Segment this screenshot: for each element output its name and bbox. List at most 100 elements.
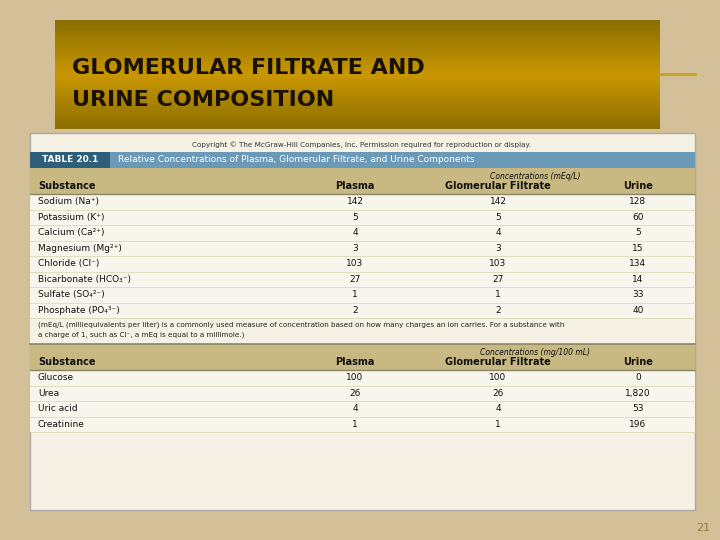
Bar [55,43,660,46]
Text: 27: 27 [349,275,361,284]
Bar [30,416,695,432]
Text: 60: 60 [632,213,644,222]
Text: Creatinine: Creatinine [38,420,85,429]
Text: 40: 40 [632,306,644,315]
Bar [55,116,660,118]
Bar [55,92,660,94]
Bar [30,152,695,168]
Bar [55,124,660,127]
Text: Glucose: Glucose [38,373,74,382]
Text: Chloride (Cl⁻): Chloride (Cl⁻) [38,259,99,268]
Bar [55,94,660,96]
Text: URINE COMPOSITION: URINE COMPOSITION [72,90,334,110]
Text: Calcium (Ca²⁺): Calcium (Ca²⁺) [38,228,104,237]
Bar [55,78,660,80]
Bar [30,194,695,210]
Bar [55,110,660,112]
Bar [55,97,660,100]
Bar [30,318,695,344]
Bar [55,59,660,62]
Text: 196: 196 [629,420,647,429]
Text: 1,820: 1,820 [625,389,651,398]
Text: 2: 2 [495,306,501,315]
Bar [55,108,660,111]
Bar [55,51,660,53]
Text: 142: 142 [346,197,364,206]
Text: 14: 14 [632,275,644,284]
Bar [30,256,695,272]
Bar [30,210,695,225]
Bar [55,96,660,98]
Text: Plasma: Plasma [336,357,374,367]
Bar [55,121,660,123]
Text: 4: 4 [495,228,501,237]
Text: 2: 2 [352,306,358,315]
Bar [55,67,660,69]
Text: 1: 1 [352,420,358,429]
Bar [55,58,660,60]
Text: 100: 100 [346,373,364,382]
Bar [30,225,695,240]
Bar [55,62,660,64]
Bar [55,38,660,40]
Bar [55,69,660,71]
Bar [30,302,695,318]
Bar [55,31,660,33]
Text: 142: 142 [490,197,506,206]
Bar [30,240,695,256]
Text: 53: 53 [632,404,644,413]
Text: 1: 1 [495,420,501,429]
Bar [30,152,110,168]
Bar [30,386,695,401]
Bar [55,36,660,38]
Text: TABLE 20.1: TABLE 20.1 [42,156,98,165]
Bar [55,65,660,68]
Bar [30,287,695,302]
Bar [55,89,660,91]
Bar [55,20,660,22]
Text: Magnesium (Mg²⁺): Magnesium (Mg²⁺) [38,244,122,253]
Text: a charge of 1, such as Cl⁻, a mEq is equal to a millimole.): a charge of 1, such as Cl⁻, a mEq is equ… [38,331,244,338]
Bar [55,112,660,114]
Text: 4: 4 [352,404,358,413]
Bar [55,25,660,28]
Bar [55,72,660,75]
Text: 1: 1 [352,291,358,299]
Text: 26: 26 [492,389,504,398]
Bar [55,74,660,76]
Bar [55,42,660,44]
Text: (mEq/L (milliequivalents per liter) is a commonly used measure of concentration : (mEq/L (milliequivalents per liter) is a… [38,322,564,328]
Bar [55,35,660,37]
Text: 100: 100 [490,373,507,382]
Text: Urine: Urine [623,357,653,367]
Text: 103: 103 [490,259,507,268]
Text: Bicarbonate (HCO₃⁻): Bicarbonate (HCO₃⁻) [38,275,131,284]
Bar [55,105,660,107]
Text: 5: 5 [495,213,501,222]
Text: Urine: Urine [623,181,653,191]
Bar [55,54,660,57]
Bar [55,27,660,30]
Text: Glomerular Filtrate: Glomerular Filtrate [445,181,551,191]
Text: Glomerular Filtrate: Glomerular Filtrate [445,357,551,367]
Bar [55,117,660,119]
Bar [55,63,660,65]
Text: 134: 134 [629,259,647,268]
Bar [55,47,660,49]
Text: 5: 5 [635,228,641,237]
Text: 5: 5 [352,213,358,222]
Text: Copyright © The McGraw-Hill Companies, Inc. Permission required for reproduction: Copyright © The McGraw-Hill Companies, I… [192,141,531,147]
Bar [55,40,660,42]
Bar [30,344,695,370]
Text: GLOMERULAR FILTRATE AND: GLOMERULAR FILTRATE AND [72,58,425,78]
Text: 21: 21 [696,523,710,533]
Bar [55,103,660,105]
Text: 26: 26 [349,389,361,398]
Bar [30,168,695,194]
Bar [55,22,660,24]
Bar [55,90,660,92]
Text: 0: 0 [635,373,641,382]
Text: Potassium (K⁺): Potassium (K⁺) [38,213,104,222]
Bar [55,83,660,85]
Text: Plasma: Plasma [336,181,374,191]
